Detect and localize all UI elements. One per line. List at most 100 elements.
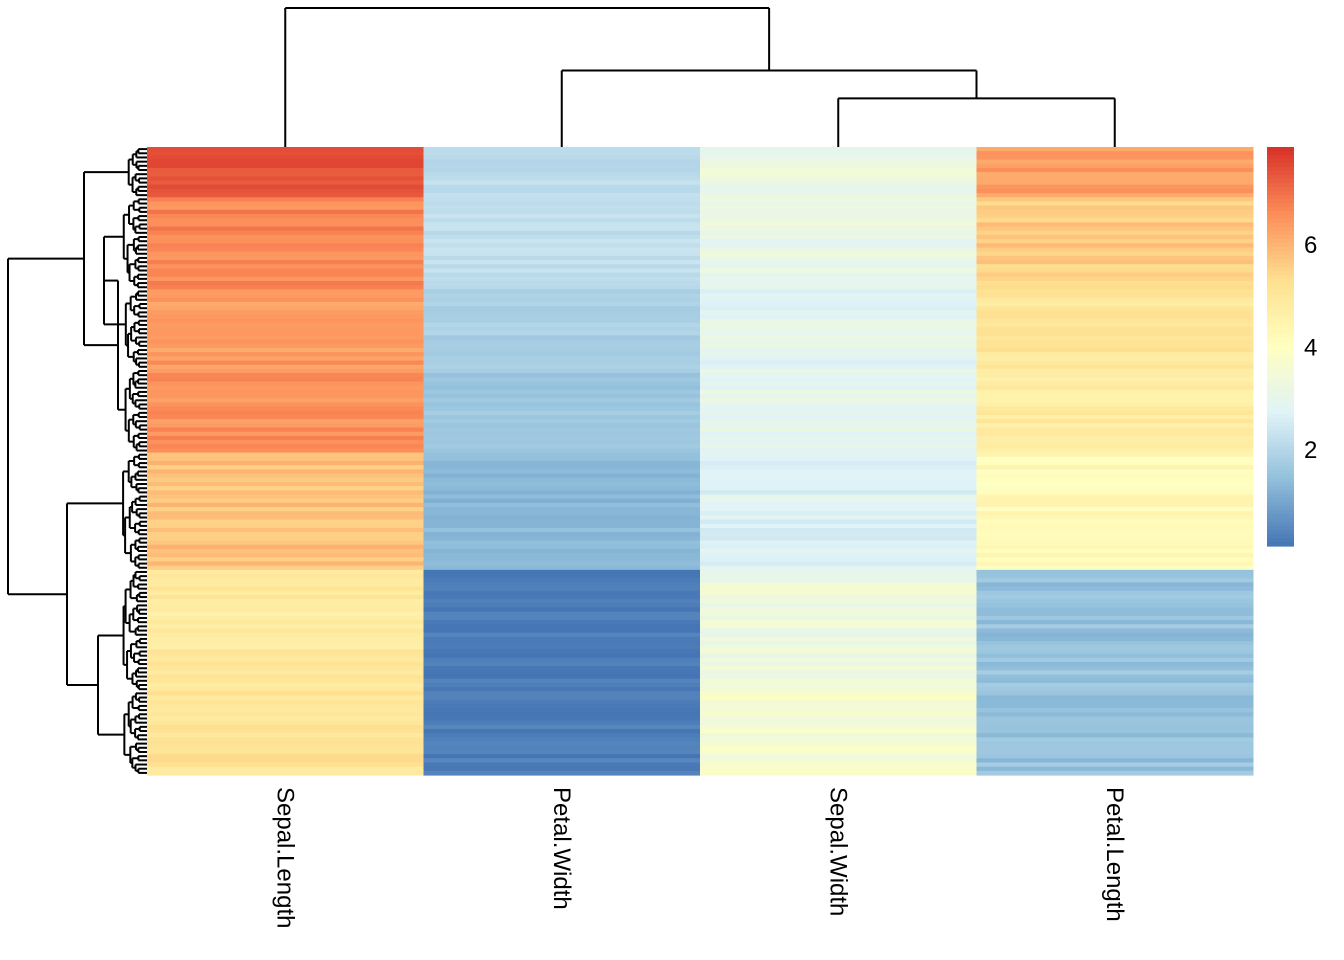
heatmap-cell bbox=[423, 310, 701, 316]
heatmap-cell bbox=[700, 176, 977, 182]
heatmap-cell bbox=[976, 297, 1254, 303]
heatmap-cell bbox=[423, 368, 701, 374]
legend-color-step bbox=[1267, 218, 1294, 224]
legend-color-step bbox=[1267, 430, 1294, 435]
legend-color-step bbox=[1267, 450, 1294, 455]
heatmap-cell bbox=[423, 423, 701, 429]
heatmap-cell bbox=[147, 347, 424, 353]
heatmap-cell bbox=[976, 456, 1254, 462]
heatmap-cell bbox=[147, 544, 424, 550]
color-legend: 2 4 6 bbox=[1267, 147, 1317, 547]
heatmap-cell bbox=[976, 398, 1254, 403]
legend-color-step bbox=[1267, 514, 1294, 519]
heatmap-cell bbox=[976, 724, 1254, 730]
heatmap-cell bbox=[700, 414, 977, 420]
heatmap-cell bbox=[700, 461, 977, 466]
heatmap-cell bbox=[147, 557, 424, 563]
heatmap-cell bbox=[423, 632, 701, 638]
heatmap-cell bbox=[147, 410, 424, 416]
heatmap-cell bbox=[976, 494, 1254, 500]
heatmap-cell bbox=[700, 469, 977, 475]
heatmap-cell bbox=[147, 699, 424, 705]
legend-color-step bbox=[1267, 422, 1294, 427]
heatmap-cell bbox=[147, 285, 424, 290]
heatmap-cell bbox=[423, 745, 701, 751]
heatmap-cell bbox=[700, 318, 977, 324]
heatmap-cell bbox=[700, 527, 977, 533]
heatmap-cell bbox=[976, 599, 1254, 604]
heatmap-cell bbox=[147, 419, 424, 424]
legend-color-step bbox=[1267, 278, 1294, 284]
heatmap-cell bbox=[700, 410, 977, 416]
heatmap-cell bbox=[423, 255, 701, 261]
heatmap-cell bbox=[976, 331, 1254, 336]
heatmap-cell bbox=[147, 234, 424, 240]
heatmap-cell bbox=[423, 720, 701, 726]
heatmap-cell bbox=[147, 414, 424, 420]
legend-color-step bbox=[1267, 542, 1294, 547]
heatmap-cell bbox=[423, 749, 701, 755]
legend-color-step bbox=[1267, 522, 1294, 527]
heatmap-cell bbox=[423, 473, 701, 479]
heatmap-cell bbox=[976, 461, 1254, 466]
heatmap-cell bbox=[976, 410, 1254, 416]
heatmap-cell bbox=[423, 251, 701, 257]
heatmap-cell bbox=[700, 481, 977, 487]
heatmap-cell bbox=[700, 657, 977, 663]
heatmap-cell bbox=[976, 272, 1254, 278]
heatmap-cell bbox=[147, 280, 424, 286]
heatmap-cell bbox=[423, 674, 701, 680]
heatmap-cell bbox=[976, 167, 1254, 173]
heatmap-cell bbox=[700, 385, 977, 391]
heatmap-cell bbox=[147, 745, 424, 751]
legend-tick-label: 2 bbox=[1304, 437, 1317, 464]
heatmap-cell bbox=[700, 327, 977, 332]
heatmap-cell bbox=[700, 523, 977, 529]
heatmap-cell bbox=[976, 624, 1254, 630]
heatmap-cell bbox=[700, 758, 977, 764]
heatmap-cell bbox=[976, 607, 1254, 613]
legend-color-step bbox=[1267, 322, 1294, 328]
heatmap-cell bbox=[147, 201, 424, 207]
heatmap-cell bbox=[976, 327, 1254, 332]
heatmap-cell bbox=[700, 381, 977, 387]
heatmap-cell bbox=[700, 268, 977, 274]
heatmap-cell bbox=[700, 314, 977, 320]
heatmap-cell bbox=[423, 519, 701, 525]
legend-color-step bbox=[1267, 330, 1294, 336]
heatmap-cell bbox=[423, 402, 701, 408]
heatmap-cell bbox=[976, 285, 1254, 290]
heatmap-cell bbox=[423, 557, 701, 563]
heatmap-cell bbox=[700, 419, 977, 424]
heatmap-cell bbox=[423, 364, 701, 370]
heatmap-cell bbox=[976, 666, 1254, 671]
legend-color-step bbox=[1267, 214, 1294, 220]
heatmap-cell bbox=[423, 666, 701, 671]
heatmap-cell bbox=[147, 754, 424, 759]
heatmap-cell bbox=[147, 561, 424, 567]
heatmap-cell bbox=[147, 481, 424, 487]
heatmap-cell bbox=[147, 293, 424, 299]
heatmap-cell bbox=[700, 435, 977, 441]
heatmap-cell bbox=[147, 548, 424, 554]
heatmap-cell bbox=[976, 322, 1254, 328]
heatmap-cell bbox=[423, 653, 701, 659]
heatmap-cell bbox=[423, 645, 701, 650]
heatmap-cell bbox=[147, 661, 424, 667]
heatmap-cell bbox=[147, 335, 424, 341]
heatmap-cell bbox=[147, 766, 424, 772]
heatmap-cell bbox=[976, 615, 1254, 621]
heatmap-cell bbox=[423, 611, 701, 617]
heatmap-cell bbox=[423, 297, 701, 303]
heatmap-cell bbox=[423, 766, 701, 772]
heatmap-cell bbox=[976, 507, 1254, 512]
heatmap-cell bbox=[976, 502, 1254, 508]
heatmap-cell bbox=[147, 724, 424, 730]
row-dendrogram bbox=[7, 148, 147, 774]
heatmap-cell bbox=[976, 536, 1254, 542]
heatmap-cell bbox=[423, 356, 701, 362]
heatmap-cell bbox=[976, 703, 1254, 709]
heatmap-cell bbox=[147, 163, 424, 169]
heatmap-cell bbox=[147, 716, 424, 722]
heatmap-cell bbox=[976, 594, 1254, 600]
